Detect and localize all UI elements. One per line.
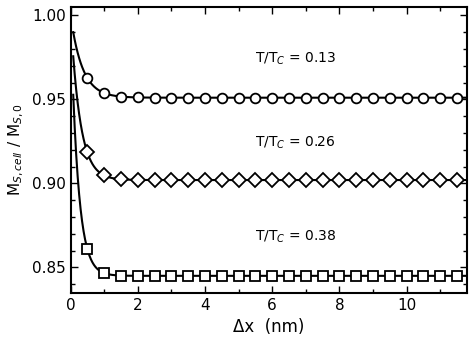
Y-axis label: M$_{S,cell}$ / M$_{S,0}$: M$_{S,cell}$ / M$_{S,0}$ xyxy=(7,103,26,196)
X-axis label: Δx  (nm): Δx (nm) xyxy=(233,318,304,336)
Text: T/T$_C$ = 0.38: T/T$_C$ = 0.38 xyxy=(255,229,337,245)
Text: T/T$_C$ = 0.26: T/T$_C$ = 0.26 xyxy=(255,135,336,151)
Text: T/T$_C$ = 0.13: T/T$_C$ = 0.13 xyxy=(255,51,337,67)
